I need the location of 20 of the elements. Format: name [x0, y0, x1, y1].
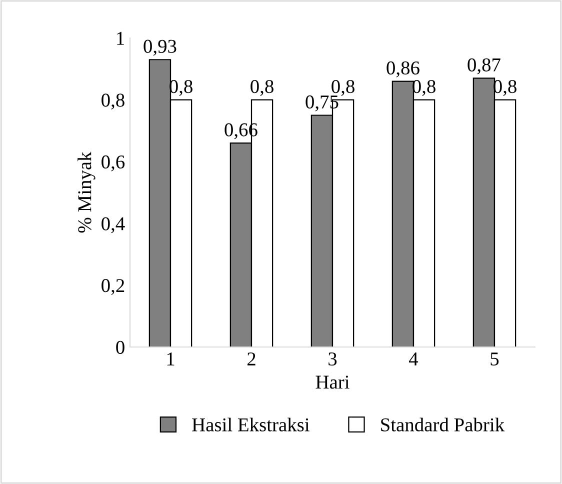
data-label: 0,86	[386, 61, 420, 78]
legend-label: Standard Pabrik	[381, 418, 505, 432]
data-label: 0,87	[468, 58, 500, 74]
x-tick-label: 1	[167, 352, 174, 366]
data-label: 0,8	[250, 80, 274, 96]
x-axis-title: Hari	[316, 376, 350, 389]
y-tick-label: 0,8	[102, 94, 124, 110]
x-tick-label: 5	[490, 352, 499, 366]
y-tick-label: 0,6	[102, 155, 125, 172]
y-tick-label: 0,2	[102, 279, 124, 295]
data-label: 0,93	[144, 40, 176, 56]
legend-label: Hasil Ekstraksi	[192, 418, 310, 432]
y-axis-title: % Minyak	[78, 152, 96, 233]
x-tick-label: 3	[328, 352, 337, 366]
x-tick-label: 2	[247, 352, 256, 366]
y-tick-label: 1	[117, 32, 124, 45]
y-tick-label: 0,4	[102, 217, 125, 234]
x-tick-label: 4	[409, 352, 418, 366]
y-tick-label: 0	[116, 340, 124, 354]
data-label: 0,8	[332, 80, 354, 96]
